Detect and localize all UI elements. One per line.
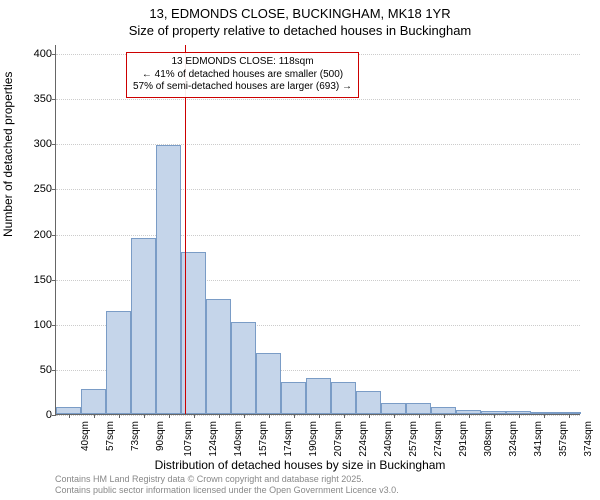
x-tick-mark — [294, 414, 295, 418]
x-tick-mark — [169, 414, 170, 418]
x-tick-label: 374sqm — [582, 421, 593, 457]
histogram-bar — [331, 382, 356, 414]
y-tick-label: 200 — [34, 229, 52, 241]
histogram-bar — [281, 382, 306, 414]
y-tick-mark — [52, 144, 56, 145]
x-tick-label: 57sqm — [105, 421, 116, 451]
y-grid-line — [56, 235, 580, 236]
y-tick-mark — [52, 189, 56, 190]
x-tick-mark — [544, 414, 545, 418]
y-tick-label: 150 — [34, 274, 52, 286]
x-tick-mark — [419, 414, 420, 418]
x-tick-label: 174sqm — [282, 421, 293, 457]
x-tick-label: 341sqm — [532, 421, 543, 457]
y-tick-label: 100 — [34, 319, 52, 331]
y-tick-label: 250 — [34, 183, 52, 195]
y-tick-mark — [52, 370, 56, 371]
y-tick-mark — [52, 280, 56, 281]
y-grid-line — [56, 189, 580, 190]
footer-text: Contains HM Land Registry data © Crown c… — [55, 474, 399, 496]
y-tick-mark — [52, 235, 56, 236]
x-tick-label: 240sqm — [382, 421, 393, 457]
x-tick-mark — [244, 414, 245, 418]
x-tick-mark — [219, 414, 220, 418]
x-tick-mark — [519, 414, 520, 418]
x-tick-mark — [344, 414, 345, 418]
y-tick-label: 350 — [34, 93, 52, 105]
x-tick-label: 291sqm — [457, 421, 468, 457]
x-tick-mark — [194, 414, 195, 418]
annotation-line3: 57% of semi-detached houses are larger (… — [133, 81, 352, 94]
plot-area: 13 EDMONDS CLOSE: 118sqm ← 41% of detach… — [55, 45, 580, 415]
histogram-bar — [381, 403, 406, 414]
y-tick-mark — [52, 54, 56, 55]
x-tick-label: 157sqm — [257, 421, 268, 457]
x-tick-mark — [269, 414, 270, 418]
x-tick-mark — [319, 414, 320, 418]
y-tick-label: 300 — [34, 138, 52, 150]
annotation-line1: 13 EDMONDS CLOSE: 118sqm — [133, 56, 352, 69]
annotation-line2: ← 41% of detached houses are smaller (50… — [133, 69, 352, 82]
histogram-bar — [256, 353, 281, 414]
histogram-bar — [56, 407, 81, 414]
x-tick-label: 324sqm — [507, 421, 518, 457]
annotation-box: 13 EDMONDS CLOSE: 118sqm ← 41% of detach… — [126, 52, 359, 98]
chart-title-main: 13, EDMONDS CLOSE, BUCKINGHAM, MK18 1YR — [0, 6, 600, 21]
histogram-bar — [231, 322, 256, 414]
histogram-bar — [131, 238, 156, 414]
y-tick-mark — [52, 415, 56, 416]
x-tick-label: 257sqm — [407, 421, 418, 457]
y-tick-mark — [52, 99, 56, 100]
x-axis-label: Distribution of detached houses by size … — [0, 458, 600, 472]
x-tick-mark — [94, 414, 95, 418]
histogram-bar — [81, 389, 106, 414]
histogram-bar — [156, 145, 181, 414]
histogram-bar — [431, 407, 456, 414]
y-tick-mark — [52, 325, 56, 326]
x-tick-label: 140sqm — [232, 421, 243, 457]
histogram-bar — [106, 311, 131, 414]
x-tick-label: 207sqm — [332, 421, 343, 457]
x-tick-label: 308sqm — [482, 421, 493, 457]
x-tick-label: 124sqm — [207, 421, 218, 457]
histogram-bar — [356, 391, 381, 414]
x-tick-label: 357sqm — [557, 421, 568, 457]
y-tick-label: 0 — [46, 409, 52, 421]
y-axis-label: Number of detached properties — [1, 72, 15, 237]
y-grid-line — [56, 144, 580, 145]
footer-line2: Contains public sector information licen… — [55, 485, 399, 496]
chart-container: 13, EDMONDS CLOSE, BUCKINGHAM, MK18 1YR … — [0, 0, 600, 500]
x-tick-mark — [469, 414, 470, 418]
x-tick-label: 73sqm — [130, 421, 141, 451]
y-tick-label: 50 — [40, 364, 52, 376]
x-tick-mark — [69, 414, 70, 418]
x-tick-mark — [494, 414, 495, 418]
x-tick-label: 107sqm — [182, 421, 193, 457]
x-tick-mark — [394, 414, 395, 418]
x-tick-mark — [369, 414, 370, 418]
x-tick-mark — [144, 414, 145, 418]
chart-title-sub: Size of property relative to detached ho… — [0, 23, 600, 38]
histogram-bar — [306, 378, 331, 414]
marker-line — [185, 45, 186, 414]
histogram-bar — [406, 403, 431, 414]
histogram-bar — [206, 299, 231, 414]
x-tick-label: 40sqm — [80, 421, 91, 451]
x-tick-mark — [119, 414, 120, 418]
y-grid-line — [56, 99, 580, 100]
footer-line1: Contains HM Land Registry data © Crown c… — [55, 474, 399, 485]
x-tick-mark — [569, 414, 570, 418]
x-tick-label: 224sqm — [357, 421, 368, 457]
y-tick-label: 400 — [34, 48, 52, 60]
x-tick-label: 274sqm — [432, 421, 443, 457]
x-tick-mark — [444, 414, 445, 418]
x-tick-label: 190sqm — [307, 421, 318, 457]
x-tick-label: 90sqm — [155, 421, 166, 451]
